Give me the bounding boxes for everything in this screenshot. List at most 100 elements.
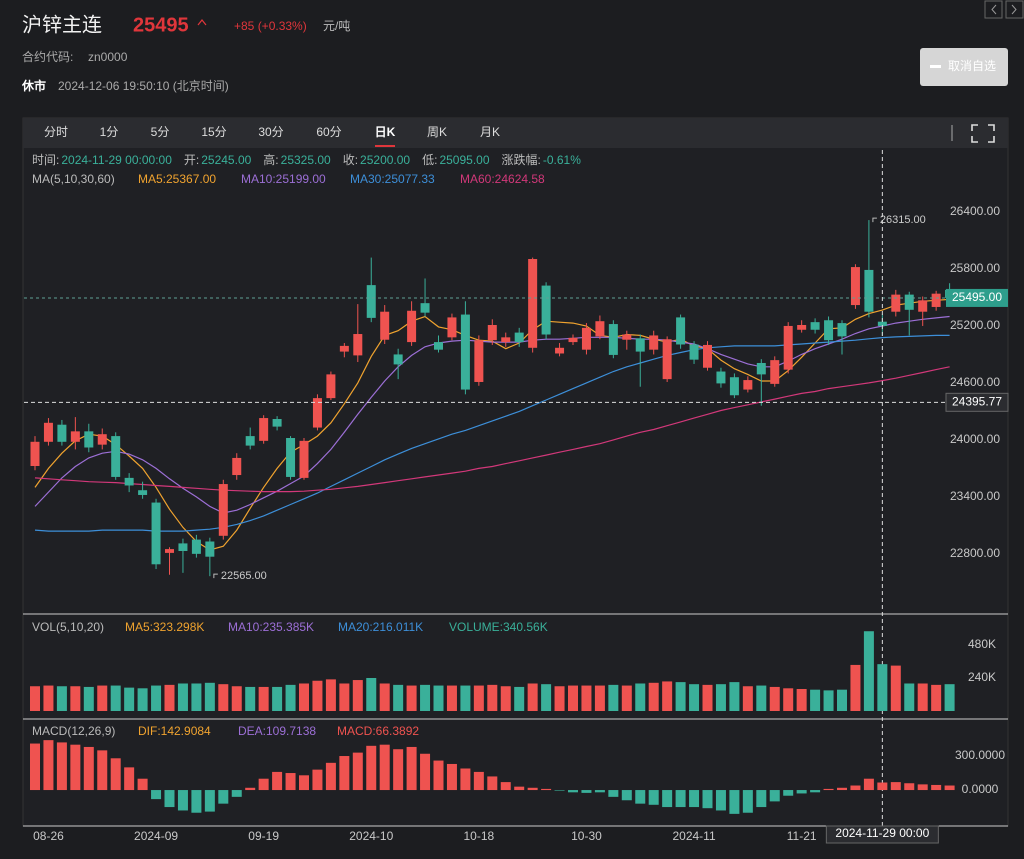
volume-bar: [904, 683, 915, 711]
legend-entry: DIF:142.9084: [138, 724, 211, 738]
volume-bar: [527, 683, 538, 711]
macd-bar: [702, 790, 713, 809]
candle-body: [891, 294, 901, 312]
macd-bar: [137, 778, 148, 791]
price-unit: 元/吨: [323, 19, 350, 33]
macd-bar: [944, 785, 955, 791]
info-value: 2024-11-29 00:00:00: [61, 153, 172, 167]
macd-bar: [756, 790, 767, 808]
candle-body: [770, 360, 780, 384]
volume-bar: [715, 684, 726, 711]
toolbar: [23, 118, 1008, 148]
button-label: 取消自选: [948, 59, 996, 73]
macd-bar: [393, 749, 404, 791]
next-icon: [1011, 4, 1017, 15]
macd-bar: [850, 785, 861, 791]
x-tick-label: 2024-09: [134, 829, 178, 843]
candle-body: [797, 325, 807, 330]
crosshair-x-tag: [825, 825, 939, 844]
ma-line: [34, 334, 950, 532]
macd-bar: [325, 762, 336, 791]
ma-line: [34, 366, 950, 493]
y-tick-label: 0.0000: [962, 782, 999, 796]
candle-body: [528, 259, 538, 348]
timeframe-tab[interactable]: 1分: [100, 125, 119, 139]
prev-icon: [991, 4, 997, 15]
price-change: +85 (+0.33%): [234, 19, 307, 33]
macd-bar: [124, 767, 135, 791]
y-tick-label: 300.0000: [955, 748, 1005, 762]
macd-bar: [514, 786, 525, 791]
macd-bar: [379, 744, 390, 791]
macd-bar: [231, 790, 242, 797]
candle-body: [649, 335, 659, 350]
volume-bar: [325, 679, 336, 711]
fullscreen-button[interactable]: [971, 124, 995, 143]
volume-bar: [662, 681, 673, 711]
info-value: -0.61%: [543, 153, 581, 167]
macd-bar: [917, 784, 928, 791]
volume-bar: [406, 685, 417, 711]
timeframe-tab[interactable]: 日K: [375, 125, 396, 139]
legend-entry: MA10:25199.00: [241, 172, 326, 186]
macd-bar: [433, 760, 444, 791]
volume-bar: [931, 684, 942, 711]
volume-bar: [446, 685, 457, 711]
macd-bar: [70, 744, 81, 791]
candle-body: [662, 339, 672, 380]
timeframe-tab[interactable]: 5分: [151, 125, 170, 139]
info-value: 25200.00: [360, 153, 410, 167]
macd-bar: [339, 756, 350, 791]
market-status: 休市: [21, 78, 46, 93]
macd-bar: [890, 782, 901, 791]
unfavorite-button[interactable]: [920, 48, 1008, 86]
candle-body: [111, 436, 121, 477]
volume-bar: [729, 682, 740, 711]
candle-body: [312, 398, 322, 428]
macd-bar: [729, 790, 740, 814]
macd-bar: [299, 775, 309, 791]
volume-bar: [30, 686, 40, 711]
macd-bar: [500, 782, 511, 791]
crosshair-y-label: 24395.77: [952, 394, 1002, 408]
macd-bar: [742, 790, 753, 813]
macd-bar: [554, 790, 565, 791]
volume-bar: [487, 684, 498, 711]
volume-bar: [608, 684, 619, 711]
volume-bar: [581, 685, 592, 711]
candle-body: [299, 440, 309, 478]
minus-icon: [930, 65, 941, 68]
volume-bar: [204, 682, 215, 711]
candle-body: [689, 344, 699, 360]
candle-body: [286, 437, 296, 477]
candle-body: [447, 317, 457, 338]
candle-body: [84, 431, 94, 448]
x-tick-label: 2024-10: [349, 829, 393, 843]
legend-entry: VOLUME:340.56K: [449, 620, 548, 634]
candle-body: [407, 310, 417, 343]
timeframe-tab[interactable]: 分时: [44, 125, 68, 139]
macd-bar: [810, 790, 821, 793]
volume-bar: [944, 684, 955, 711]
candle-body: [124, 477, 134, 486]
timeframe-tab[interactable]: 30分: [258, 125, 283, 139]
info-value: 25095.00: [439, 153, 489, 167]
candle-body: [716, 371, 726, 384]
timeframe-tab[interactable]: 周K: [427, 125, 447, 139]
next-button[interactable]: [1005, 0, 1024, 19]
timeframe-tab[interactable]: 60分: [316, 125, 341, 139]
candle-body: [205, 541, 215, 557]
macd-bar: [97, 750, 108, 791]
info-label: 时间:: [32, 153, 59, 167]
volume-bar: [272, 686, 283, 711]
volume-bar: [863, 631, 874, 711]
volume-bar: [164, 684, 175, 711]
volume-bar: [151, 685, 162, 711]
volume-bar: [796, 688, 807, 711]
timeframe-tab[interactable]: 15分: [201, 125, 226, 139]
info-label: 涨跌幅:: [502, 152, 541, 167]
prev-button[interactable]: [984, 0, 1003, 19]
timeframe-tab[interactable]: 月K: [480, 125, 500, 139]
macd-bar: [796, 790, 807, 794]
